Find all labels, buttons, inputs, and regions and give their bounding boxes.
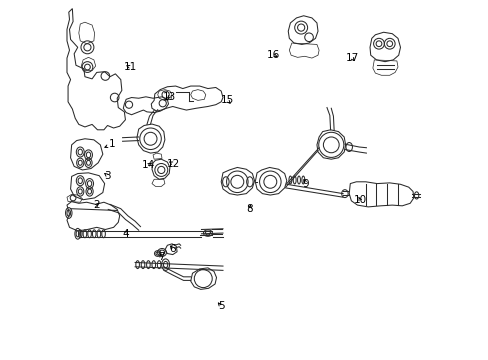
Text: 9: 9 [302, 179, 309, 189]
Text: 4: 4 [122, 229, 128, 239]
Text: 17: 17 [345, 53, 358, 63]
Text: 3: 3 [104, 171, 111, 181]
Text: 1: 1 [104, 139, 116, 149]
Text: 11: 11 [123, 62, 137, 72]
Text: 13: 13 [162, 92, 176, 102]
Text: 8: 8 [246, 204, 253, 214]
Text: 16: 16 [267, 50, 280, 60]
Text: 6: 6 [169, 244, 176, 254]
Text: 10: 10 [353, 195, 366, 205]
Text: 14: 14 [142, 160, 155, 170]
Text: 15: 15 [220, 95, 233, 105]
Text: 2: 2 [93, 200, 100, 210]
Text: 12: 12 [166, 159, 180, 169]
Text: 7: 7 [158, 252, 164, 262]
Text: 5: 5 [218, 301, 224, 311]
